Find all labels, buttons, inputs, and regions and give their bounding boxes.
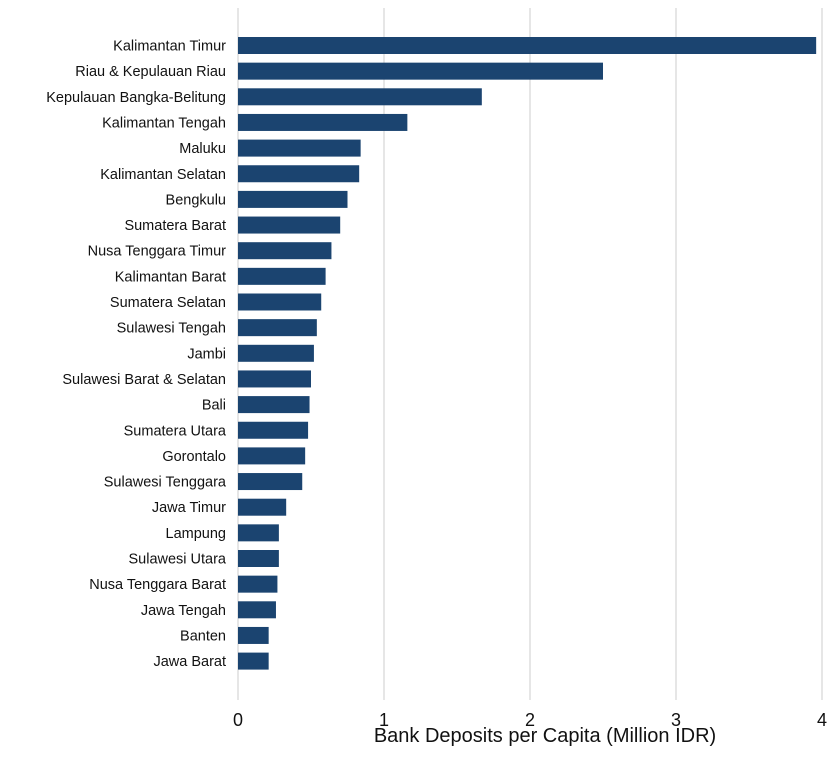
category-label: Sumatera Utara [124,423,227,439]
category-label: Kepulauan Bangka-Belitung [46,90,226,106]
bar [238,550,279,567]
category-label: Maluku [179,141,226,157]
bar [238,396,310,414]
category-labels: Kalimantan Timur Riau & Kepulauan Riau Kep… [46,39,227,671]
bar [238,498,287,516]
bar [238,344,314,362]
bar [238,165,360,183]
category-label: Sumatera Barat [124,218,226,234]
gridlines [237,8,823,700]
category-label: Sulawesi Tengah [117,321,226,337]
category-label: Banten [180,628,226,644]
category-label: Sumatera Selatan [110,295,226,311]
x-tick-label: 1 [379,710,389,730]
bar [238,575,278,593]
category-label: Nusa Tenggara Timur [88,244,227,260]
category-label: Riau & Kepulauan Riau [75,64,226,80]
category-label: Kalimantan Barat [115,269,226,285]
category-label: Jawa Tengah [141,603,226,619]
category-label: Jawa Timur [152,500,226,516]
category-label: Kalimantan Tengah [102,115,226,131]
bar [238,447,306,465]
bar [238,190,348,208]
category-label: Sulawesi Tenggara [104,475,227,491]
bar [238,139,361,157]
bar [238,113,408,131]
category-label: Sulawesi Utara [128,552,226,568]
category-label: Jambi [187,346,226,362]
x-tick-labels: 0 1 2 3 4 [233,710,827,730]
category-label: Kalimantan Selatan [100,167,226,183]
bar [238,88,482,106]
bar [238,601,276,619]
bar [238,242,332,260]
bar [238,370,311,388]
x-axis-title: Bank Deposits per Capita (Million IDR) [374,725,716,747]
bar [238,37,817,54]
x-tick-label: 0 [233,710,243,730]
bar [238,421,309,439]
bar [238,473,303,491]
category-label: Gorontalo [162,449,226,465]
x-tick-label: 3 [671,710,681,730]
x-tick-label: 2 [525,710,535,730]
bar [238,216,341,234]
category-label: Lampung [166,526,226,542]
bar [238,267,326,285]
bar [238,293,322,311]
bar [238,652,269,670]
bar [238,626,269,644]
bar [238,319,317,337]
category-label: Nusa Tenggara Barat [89,577,226,593]
bars [238,37,817,670]
category-label: Bengkulu [166,192,226,208]
category-label: Bali [202,398,226,414]
x-tick-label: 4 [817,710,827,730]
category-label: Sulawesi Barat & Selatan [62,372,226,388]
category-label: Jawa Barat [153,654,226,670]
bar [238,62,603,80]
category-label: Kalimantan Timur [113,39,226,55]
bar [238,524,279,542]
